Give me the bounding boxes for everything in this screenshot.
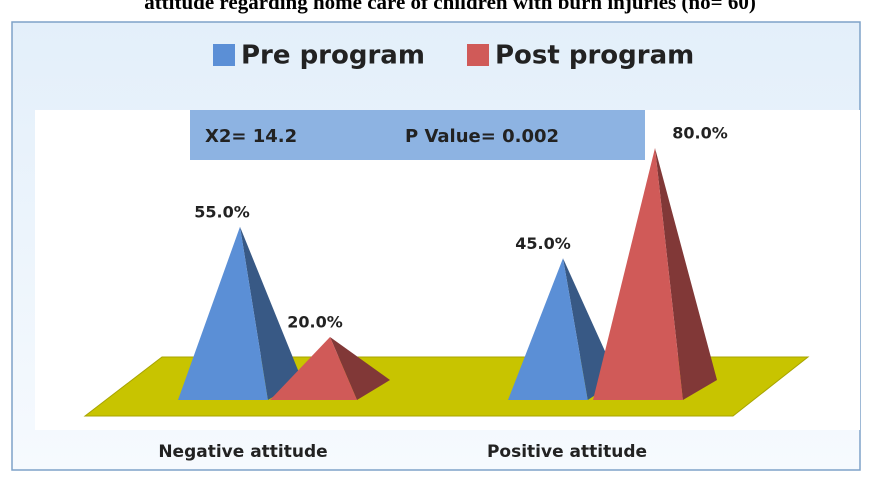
pyramid: [593, 148, 717, 400]
caption: attitude regarding home care of children…: [144, 0, 756, 14]
data-label: 80.0%: [672, 124, 728, 143]
pyramid-front: [593, 148, 683, 400]
annotation: P Value= 0.002: [405, 126, 559, 147]
annotation: X2= 14.2: [205, 126, 297, 147]
pyramid-side: [655, 148, 717, 400]
data-label: 45.0%: [515, 234, 571, 253]
annotation-box: [190, 110, 645, 160]
data-label: 55.0%: [194, 202, 250, 221]
pyramid-side: [240, 226, 302, 400]
pyramid-side: [330, 337, 390, 400]
pyramid-front: [508, 258, 588, 400]
pyramid: [178, 226, 302, 400]
legend-swatch: [213, 44, 235, 66]
legend-label: Post program: [495, 41, 694, 71]
x-tick-label: Positive attitude: [487, 442, 647, 462]
x-tick-label: Negative attitude: [158, 442, 327, 462]
pyramid-front: [178, 226, 268, 400]
legend-label: Pre program: [241, 41, 425, 71]
pyramid-front: [270, 337, 357, 400]
legend-swatch: [467, 44, 489, 66]
pyramid: [270, 337, 390, 400]
data-label: 20.0%: [287, 313, 343, 332]
